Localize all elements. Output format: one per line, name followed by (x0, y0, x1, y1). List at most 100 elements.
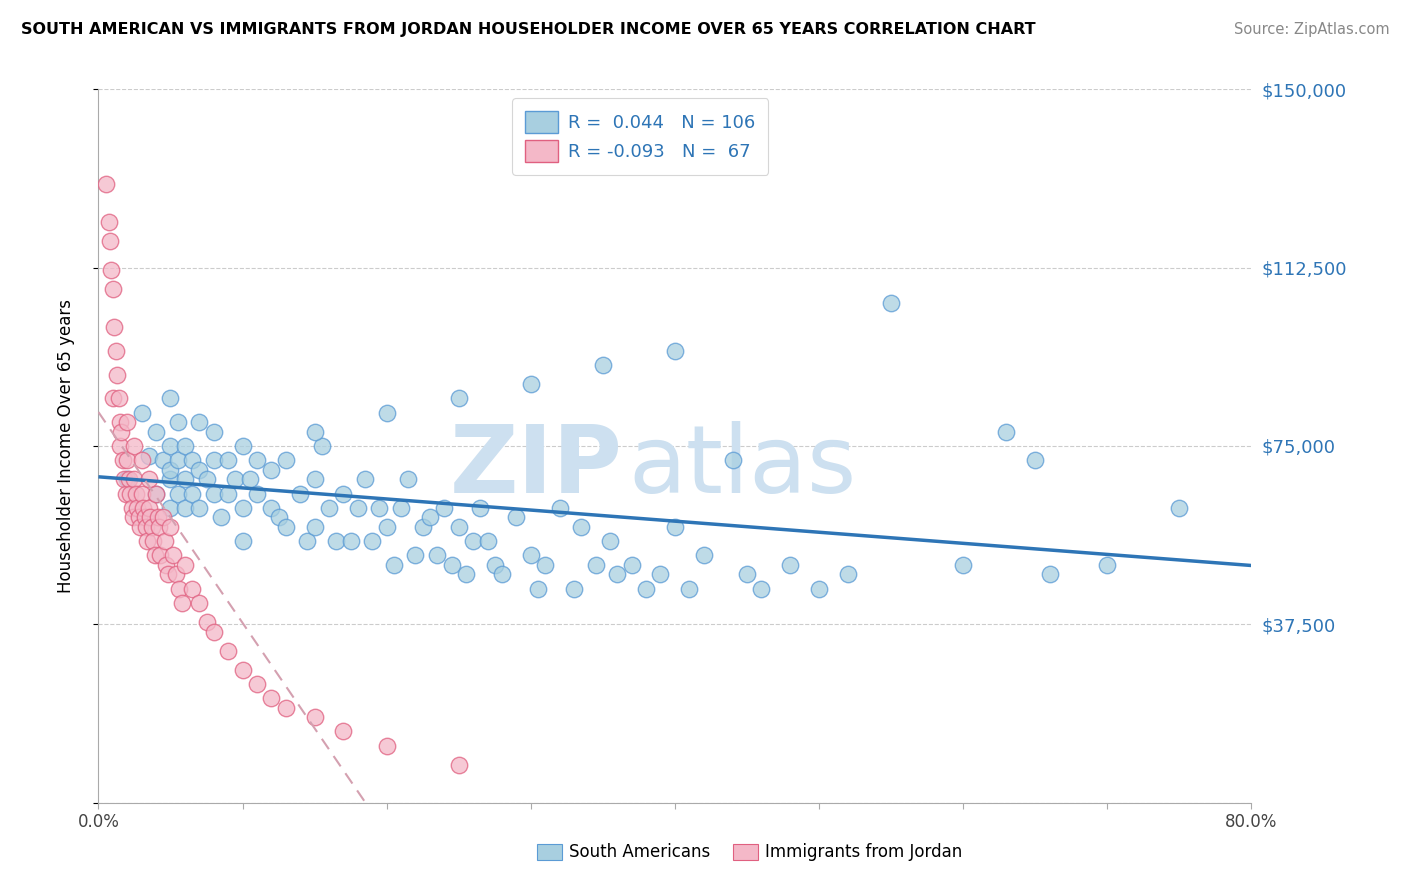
Point (174, 558, 197, 572)
Point (332, 724, 354, 739)
Point (94, 178, 117, 192)
Point (101, 282, 124, 296)
Point (368, 500, 391, 515)
Point (159, 439, 181, 453)
Point (174, 472, 197, 486)
Point (121, 500, 143, 515)
Point (174, 500, 197, 515)
Point (202, 453, 225, 467)
Point (527, 582, 550, 596)
Point (664, 520, 686, 534)
Point (520, 377, 543, 392)
Point (880, 296, 903, 310)
Point (231, 439, 254, 453)
Point (108, 415, 131, 429)
Point (231, 663, 254, 677)
Point (110, 425, 132, 439)
Point (145, 486, 167, 500)
Point (447, 520, 470, 534)
Point (484, 558, 506, 572)
Point (141, 520, 163, 534)
Point (274, 520, 297, 534)
Point (346, 500, 368, 515)
Point (454, 567, 477, 582)
Point (585, 558, 607, 572)
Point (650, 567, 672, 582)
Point (149, 549, 172, 563)
Point (155, 558, 177, 572)
Point (837, 567, 859, 582)
Point (952, 558, 974, 572)
Point (290, 486, 312, 500)
Point (159, 500, 181, 515)
Point (433, 500, 456, 515)
Point (100, 263, 122, 277)
Point (332, 486, 354, 500)
Point (174, 439, 197, 453)
Point (606, 567, 628, 582)
Point (375, 739, 398, 753)
Point (159, 472, 181, 486)
Text: Source: ZipAtlas.com: Source: ZipAtlas.com (1233, 22, 1389, 37)
Point (136, 534, 159, 549)
Point (995, 425, 1018, 439)
Point (145, 425, 167, 439)
Point (156, 567, 179, 582)
Point (181, 582, 204, 596)
Point (325, 534, 347, 549)
Point (534, 558, 557, 572)
Point (195, 472, 218, 486)
Point (396, 472, 419, 486)
Text: ZIP: ZIP (450, 421, 623, 514)
Point (114, 486, 136, 500)
Point (808, 582, 831, 596)
Point (162, 549, 184, 563)
Point (135, 520, 157, 534)
Text: atlas: atlas (628, 421, 858, 514)
Point (152, 510, 174, 524)
Point (181, 453, 204, 467)
Point (217, 486, 239, 500)
Point (139, 510, 162, 524)
Point (389, 500, 412, 515)
Point (304, 520, 326, 534)
Point (477, 534, 499, 549)
Point (153, 534, 176, 549)
Point (188, 596, 211, 610)
Point (721, 453, 744, 467)
Point (375, 406, 398, 420)
Point (426, 549, 449, 563)
Point (505, 510, 527, 524)
Point (125, 486, 148, 500)
Point (274, 700, 297, 714)
Point (678, 582, 700, 596)
Point (167, 582, 190, 596)
Point (127, 500, 149, 515)
Point (405, 549, 427, 563)
Point (107, 392, 129, 406)
Point (440, 558, 463, 572)
Point (260, 691, 283, 706)
Point (124, 439, 146, 453)
Point (131, 453, 153, 467)
Point (267, 510, 290, 524)
Text: Immigrants from Jordan: Immigrants from Jordan (765, 843, 962, 861)
Point (548, 500, 571, 515)
Point (108, 439, 131, 453)
Point (311, 439, 333, 453)
Point (382, 558, 405, 572)
Point (159, 392, 181, 406)
Point (111, 453, 134, 467)
Point (129, 520, 152, 534)
Point (105, 368, 128, 382)
Point (112, 472, 135, 486)
Point (142, 534, 165, 549)
Point (131, 486, 153, 500)
Point (224, 472, 246, 486)
Point (143, 549, 166, 563)
Point (520, 549, 543, 563)
Point (470, 500, 492, 515)
Point (231, 534, 254, 549)
Point (181, 486, 204, 500)
Point (636, 582, 658, 596)
